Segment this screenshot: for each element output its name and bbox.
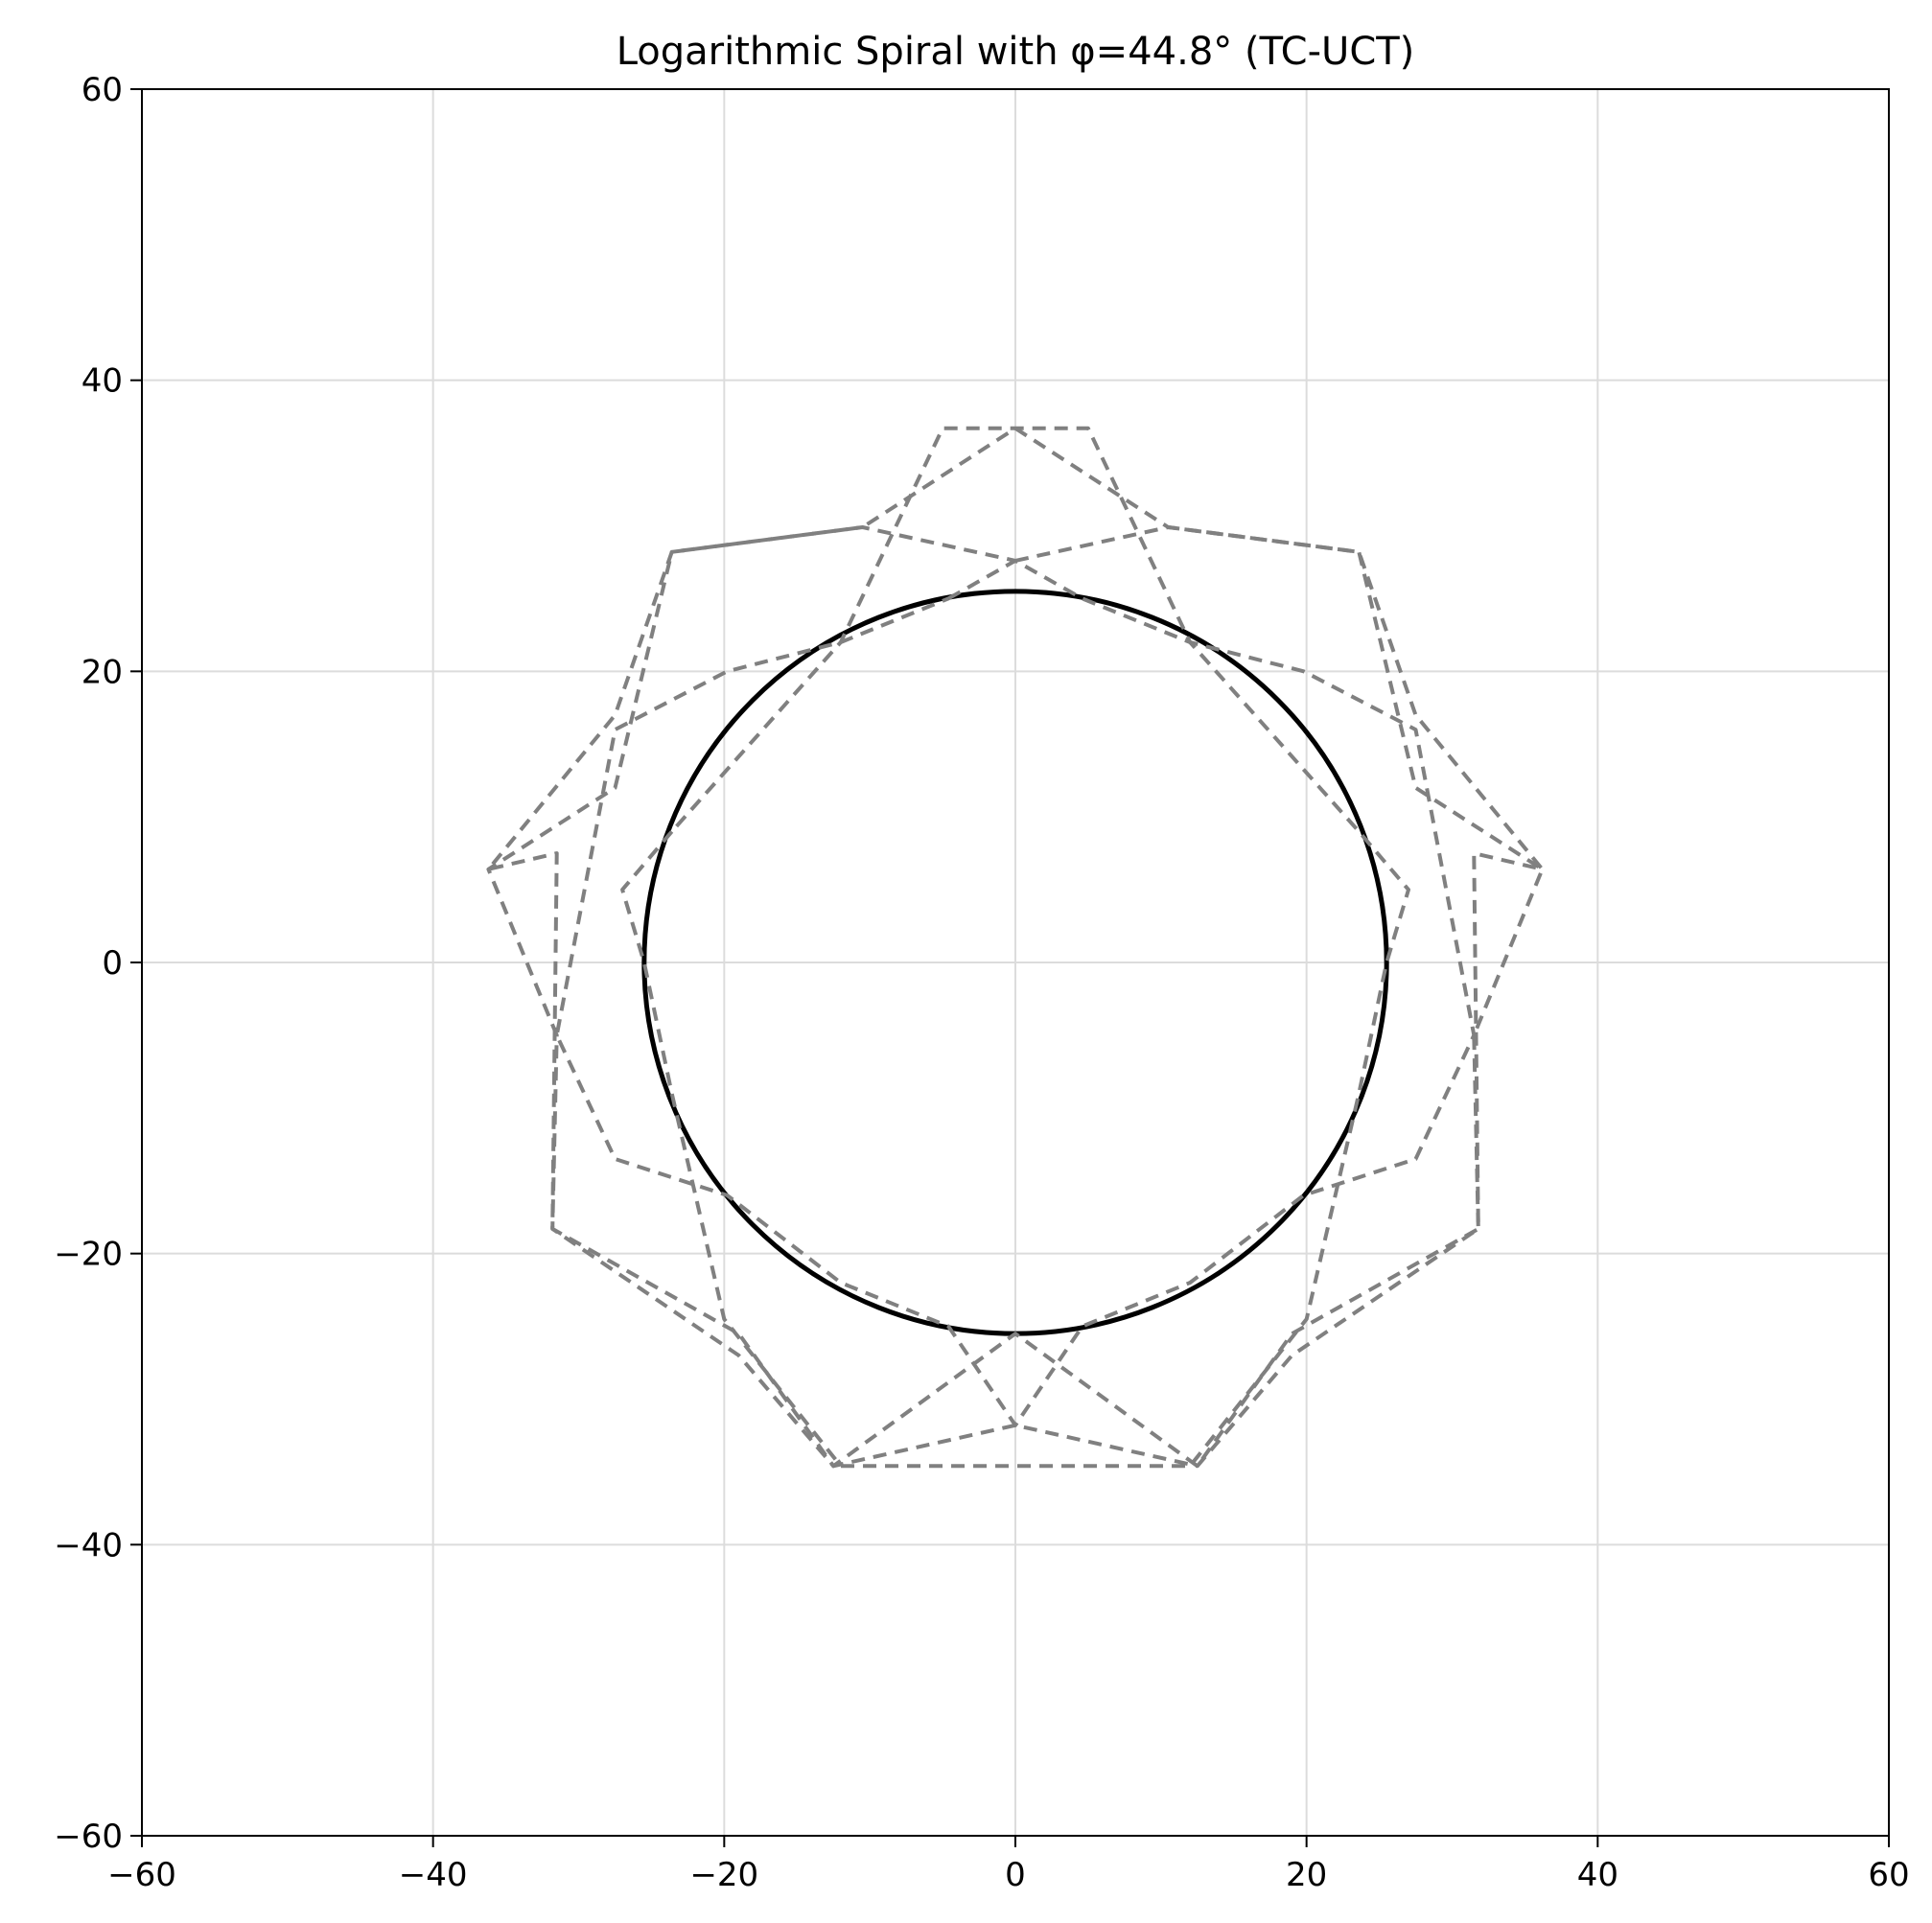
x-tick-label-4: 20 bbox=[1286, 1856, 1327, 1894]
y-tick-label-2: −20 bbox=[54, 1236, 123, 1274]
chart-title: Logarithmic Spiral with φ=44.8° (TC-UCT) bbox=[617, 30, 1415, 74]
x-tick-label-3: 0 bbox=[1005, 1856, 1026, 1894]
series-dashed-curve-4 bbox=[620, 426, 1410, 1469]
series-dashed-curve-3 bbox=[554, 558, 1477, 1427]
y-tick-label-5: 40 bbox=[81, 362, 123, 401]
series-dashed-curve-2 bbox=[486, 525, 1545, 1469]
y-tick-label-6: 60 bbox=[81, 71, 123, 109]
x-tick-label-0: −60 bbox=[107, 1856, 176, 1894]
y-tick-label-0: −60 bbox=[54, 1818, 123, 1856]
y-tick-label-3: 0 bbox=[102, 944, 123, 983]
y-axis: −60 −40 −20 0 20 40 60 bbox=[54, 71, 142, 1856]
x-tick-label-2: −20 bbox=[689, 1856, 758, 1894]
x-axis: −60 −40 −20 0 20 40 60 bbox=[107, 1836, 1910, 1894]
x-tick-label-5: 40 bbox=[1577, 1856, 1618, 1894]
x-tick-label-1: −40 bbox=[399, 1856, 468, 1894]
y-tick-label-1: −40 bbox=[54, 1526, 123, 1564]
x-tick-label-6: 60 bbox=[1868, 1856, 1909, 1894]
y-tick-label-4: 20 bbox=[81, 653, 123, 691]
series-group bbox=[486, 426, 1545, 1469]
grid bbox=[142, 89, 1889, 1836]
